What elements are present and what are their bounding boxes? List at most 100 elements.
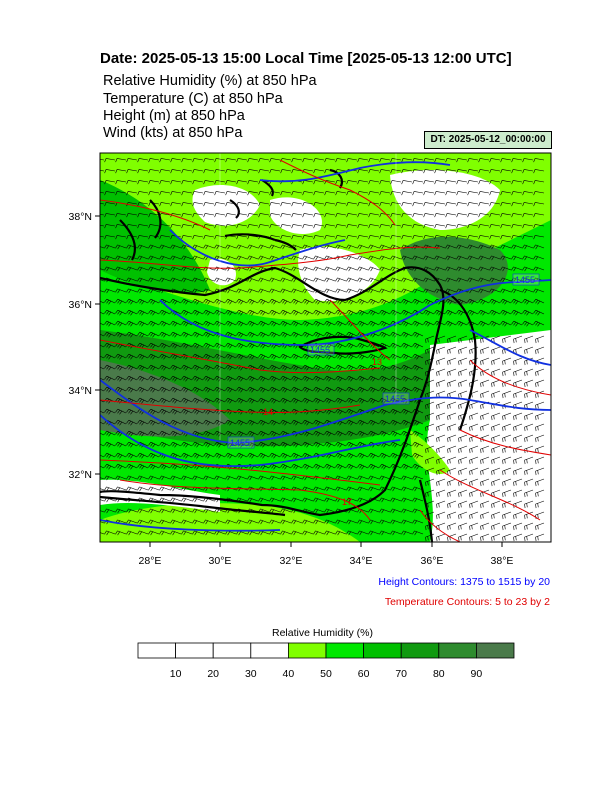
wind-barb <box>302 530 314 536</box>
wind-barb <box>269 497 281 503</box>
lat-tick-label: 32°N <box>69 469 92 481</box>
wind-barb <box>533 202 545 207</box>
wind-barb <box>126 408 138 415</box>
wind-barb <box>258 342 270 349</box>
wind-barb <box>489 277 501 283</box>
wind-barb <box>302 364 314 371</box>
wind-barb <box>524 533 534 542</box>
wind-barb <box>368 158 380 163</box>
wind-barb <box>390 255 402 261</box>
wind-barb <box>181 169 193 174</box>
wind-barb <box>324 375 336 382</box>
wind-barb <box>159 519 171 525</box>
wind-barb <box>214 224 226 229</box>
wind-barb <box>502 467 512 476</box>
wind-barb <box>524 368 534 377</box>
wind-barb <box>346 235 358 240</box>
wind-barb <box>491 368 501 377</box>
coastline-libya <box>100 495 286 517</box>
wind-barb <box>115 309 127 316</box>
wind-barb <box>480 489 490 498</box>
height-label-box-4 <box>512 273 540 286</box>
wind-barb <box>401 497 413 503</box>
wind-barb <box>368 508 380 514</box>
wind-barb <box>181 475 193 481</box>
wind-barb <box>401 180 413 185</box>
wind-barb <box>203 288 215 294</box>
wind-barb <box>181 408 193 415</box>
wind-barb <box>170 497 182 503</box>
wind-barb <box>401 213 413 218</box>
wind-barb <box>423 180 435 185</box>
wind-barb <box>511 191 523 196</box>
wind-barb <box>258 320 270 327</box>
wind-barb <box>104 475 116 481</box>
wind-barb <box>225 309 237 316</box>
wind-barb <box>181 386 193 393</box>
rh-dry-area-4 <box>390 170 500 230</box>
wind-barb <box>447 511 457 520</box>
wind-barb <box>258 202 270 207</box>
wind-barb <box>368 519 380 525</box>
wind-barb <box>511 298 523 305</box>
wind-barb <box>368 452 380 459</box>
wind-barb <box>480 500 490 509</box>
wind-barb <box>401 158 413 163</box>
wind-barb <box>423 309 435 316</box>
wind-barb <box>436 423 446 432</box>
height-contour-note: Height Contours: 1375 to 1515 by 20 <box>378 576 550 588</box>
wind-barb <box>269 244 281 250</box>
wind-barb <box>357 169 369 174</box>
wind-barb <box>115 375 127 382</box>
temp-contour-11 <box>419 509 461 542</box>
wind-barb <box>447 434 457 443</box>
wind-barb <box>181 224 193 229</box>
wind-barb <box>412 386 424 393</box>
wind-barb <box>412 288 424 294</box>
wind-barb <box>302 375 314 382</box>
wind-barb <box>456 255 468 261</box>
wind-barb <box>469 445 479 454</box>
wind-barb <box>324 408 336 415</box>
wind-barb <box>126 386 138 393</box>
wind-barb <box>313 486 325 492</box>
wind-barb <box>390 191 402 196</box>
wind-barb <box>412 530 424 536</box>
wind-barb <box>214 244 226 250</box>
wind-barb <box>500 320 512 327</box>
wind-barb <box>269 375 281 382</box>
wind-barb <box>302 266 314 272</box>
wind-barb <box>104 530 116 536</box>
wind-barb <box>467 266 479 272</box>
wind-barb <box>100 488 105 491</box>
wind-barb <box>357 158 369 163</box>
wind-barb <box>489 180 501 185</box>
wind-barb <box>115 158 127 163</box>
wind-barb <box>137 331 149 338</box>
wind-barb <box>203 180 215 185</box>
wind-barb <box>469 456 479 465</box>
wind-barb <box>368 288 380 294</box>
wind-barb <box>100 202 105 205</box>
wind-barb <box>522 298 534 305</box>
wind-barb <box>247 342 259 349</box>
wind-barb <box>225 519 237 525</box>
wind-barb <box>192 441 204 448</box>
wind-barb <box>115 320 127 327</box>
wind-barb <box>535 522 545 531</box>
wind-barb <box>533 235 545 240</box>
height-contour-1475 <box>100 414 401 468</box>
wind-barb <box>480 412 490 421</box>
wind-barb <box>412 255 424 261</box>
wind-barb <box>357 224 369 229</box>
wind-barb <box>269 364 281 371</box>
wind-barb <box>456 277 468 283</box>
wind-barb <box>511 255 523 261</box>
wind-barb <box>181 452 193 459</box>
wind-barb <box>313 463 325 470</box>
wind-barb <box>390 430 402 437</box>
wind-barb <box>302 288 314 294</box>
wind-barb <box>291 158 303 163</box>
wind-barb <box>258 213 270 218</box>
wind-barb <box>181 277 193 283</box>
